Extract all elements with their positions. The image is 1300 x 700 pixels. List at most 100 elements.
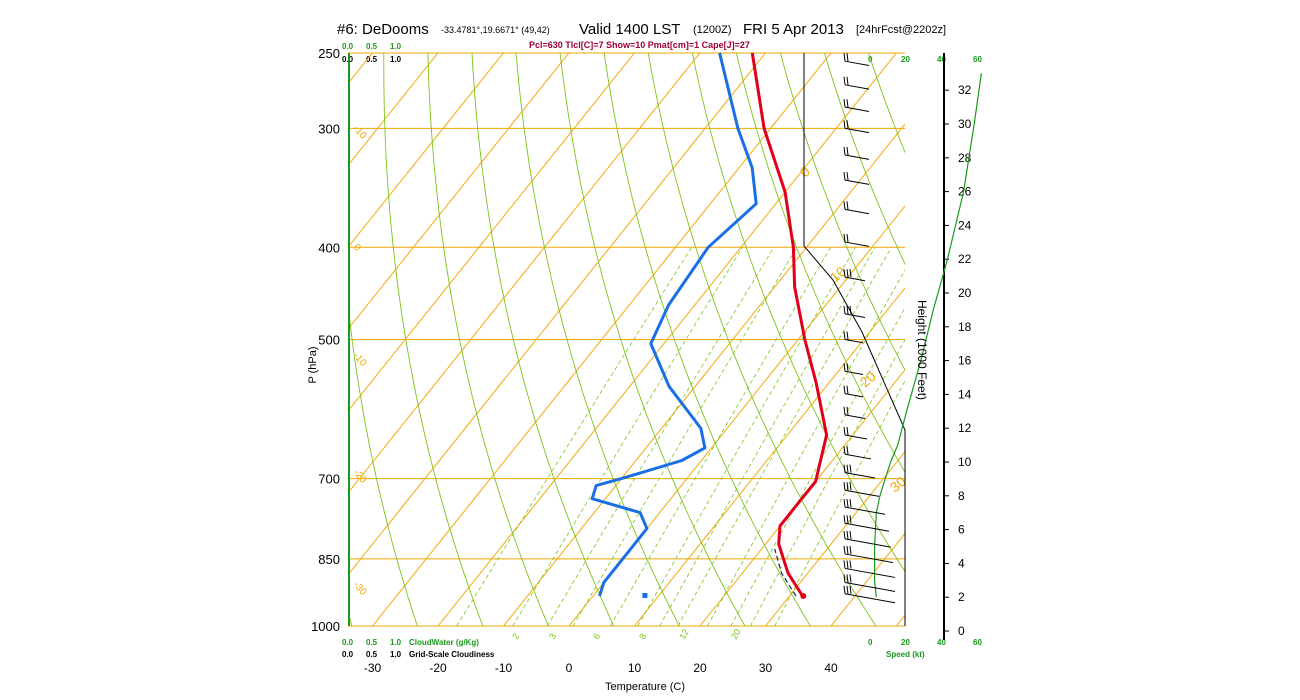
cloud-scale-bottom-green-2: 1.0 [390,638,402,647]
speed-axis-label: Speed (kt) [886,650,925,659]
cloud-scale-bottom-black-1: 0.5 [366,650,378,659]
dry-adiabat-line [137,53,164,626]
height-tick-label: 6 [958,523,965,537]
title-valid: Valid 1400 LST [579,21,680,38]
dry-adiabat-line [242,53,286,626]
stability-indices: Pcl=630 Tlcl[C]=7 Show=10 Pmat[cm]=1 Cap… [529,40,750,50]
dry-adiabat-line [779,53,905,371]
wind-barb-shaft [844,241,870,247]
temperature-tick-label: -20 [429,661,447,675]
wind-barb-flag [843,560,846,569]
wind-barb [843,305,866,319]
wind-barb [843,530,892,548]
surface-temp-marker [800,593,807,600]
pressure-tick-label: 1000 [311,619,340,634]
wind-barb-flag [843,76,846,85]
height-tick-label: 4 [958,556,965,570]
title-utc: (1200Z) [693,24,732,36]
cloud-scale-top-green-1: 0.5 [366,42,378,51]
dry-adiabat-line [1089,53,1300,626]
mixing-ratio-label: 12 [677,627,691,641]
cloud-scale-bottom-green-1: 0.5 [366,638,378,647]
wind-barb-shaft [844,553,894,564]
wind-barb-flag [843,545,846,554]
wind-barb-flag [843,482,846,491]
wind-barb-shaft [844,567,896,578]
dry-adiabat-line [1001,53,1300,626]
wind-barb [843,363,864,376]
height-tick-label: 10 [958,455,972,469]
height-tick-label: 32 [958,83,972,97]
wind-barb [843,99,870,112]
wind-barb-flag [846,482,849,491]
cloud-scale-top: 0.0 0.5 1.0 0.0 0.5 1.0 [342,42,402,64]
isotherm-label: 10 [827,263,849,285]
wind-barb-flag [846,76,849,85]
dry-adiabat-line [647,53,877,626]
height-tick-label: 12 [958,421,972,435]
height-tick-label: 14 [958,387,972,401]
wind-barb-flag [849,305,852,314]
wind-barb-flag [843,269,846,278]
x-axis-title: Temperature (C) [605,681,685,693]
dry-adiabat-line [824,53,905,266]
height-tick-label: 24 [958,218,972,232]
y-axis-title: P (hPa) [307,346,319,383]
mixing-ratio-line [707,269,905,626]
title-forecast: [24hrFcst@2202z] [856,24,946,36]
wind-barb [843,172,870,185]
wind-barb-flag [846,363,849,372]
speed-bottom-20: 20 [901,638,910,647]
wind-barb-flag [846,545,849,554]
pressure-tick-label: 400 [318,240,340,255]
cloud-water-label: CloudWater (g/Kg) [409,638,479,647]
wind-barb-shaft [844,179,870,185]
mixing-ratio-line [659,247,876,626]
cloud-scale-bottom-black-2: 1.0 [390,650,402,659]
cloud-scale-bottom-black-0: 0.0 [342,650,354,659]
wind-barb [843,545,894,564]
wind-barb [843,234,870,247]
wind-barb-flag [846,201,849,210]
mixing-ratio-line [730,307,905,626]
wind-barb-shaft [844,154,870,160]
height-tick-label: 16 [958,354,972,368]
pressure-tick-label: 850 [318,552,340,567]
wind-barb-shaft [844,339,864,344]
dry-adiabat-label: 0 [351,242,363,254]
temperature-tick-label: 20 [693,661,707,675]
wind-barb-flag [843,585,846,594]
wind-barb-flag [849,464,852,473]
mixing-ratio-line [677,247,892,626]
isotherm-line [699,368,905,626]
wind-barb-shaft [844,506,886,515]
mixing-ratio-line [572,247,798,626]
cloud-scale-top-black-0: 0.0 [342,55,354,64]
wind-barb-flag [843,331,846,340]
speed-top-60: 60 [973,55,982,64]
dry-adiabat-line [559,53,746,626]
wind-barb-flag [846,305,849,314]
wind-barb-shaft [844,60,870,66]
wind-barb-shaft [844,370,864,376]
isobar-lines [348,52,905,627]
dry-adiabat-line [603,53,811,626]
dry-adiabat-line [913,53,1269,626]
wind-barb [843,426,868,440]
cloud-scale-top-black-1: 0.5 [366,55,378,64]
wind-barb-flag [846,406,849,415]
wind-barb-flag [849,585,852,594]
wind-barb-flag [846,426,849,436]
wind-barb-flag [849,574,852,583]
wind-barb-flag [846,464,849,473]
isotherm-line [348,53,570,330]
dry-adiabat-line [471,53,615,626]
wind-barb [843,76,870,90]
wind-barb-flag [846,146,849,156]
height-tick-label: 0 [958,624,965,638]
temperature-tick-label: -10 [495,661,513,675]
wind-barb-flag [849,499,852,508]
dry-adiabat-line [81,53,120,626]
dewpoint-trace [590,52,758,597]
